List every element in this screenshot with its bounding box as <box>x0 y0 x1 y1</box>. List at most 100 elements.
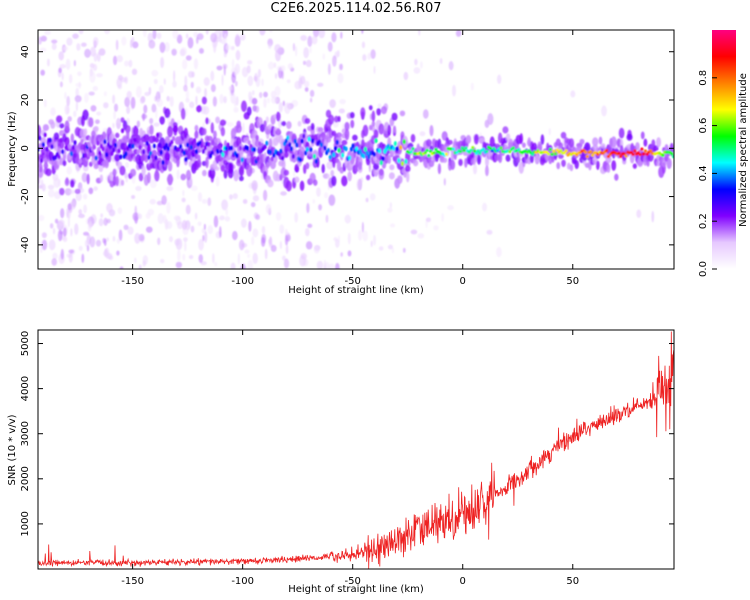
spectrogram-band-blob <box>228 162 233 175</box>
spectrogram-band-blob <box>115 175 119 187</box>
spectrogram-noise-blob <box>327 173 331 180</box>
spectrogram-ridge-blob <box>194 149 199 155</box>
spectrogram-ridge-blob <box>531 152 535 156</box>
spectrogram-ridge-blob <box>284 138 288 144</box>
spectrogram-ridge-blob <box>238 145 243 151</box>
spectrogram-noise-blob <box>322 53 326 60</box>
spectrogram-band-blob <box>86 173 90 185</box>
spectrogram-ridge-blob <box>311 138 315 144</box>
spectrogram-noise-blob <box>207 197 212 207</box>
spectrogram-band-blob <box>505 154 511 162</box>
spectrogram-ridge-blob <box>619 154 623 158</box>
spectrogram-x-ticks: -150 -100 -50 0 50 <box>121 30 579 287</box>
spectrogram-noise-blob <box>338 108 345 114</box>
spectrogram-band-blob <box>209 167 216 180</box>
spectrogram-noise-blob <box>486 229 493 235</box>
spectrogram-ridge-blob <box>649 149 653 153</box>
spectrogram-noise-blob <box>207 225 214 235</box>
spectrogram-ridge-blob <box>101 146 105 152</box>
spectrogram-noise-blob <box>215 36 220 43</box>
spectrogram-noise-blob <box>496 246 502 258</box>
spectrogram-noise-blob <box>65 58 71 70</box>
spectrogram-ridge-blob <box>617 151 621 155</box>
spectrogram-noise-blob <box>270 244 277 253</box>
spectrogram-noise-blob <box>410 229 418 235</box>
spectrogram-ridge-blob <box>272 152 276 158</box>
spectrogram-band-blob <box>64 120 70 131</box>
spectrogram-noise-blob <box>210 84 216 93</box>
spectrogram-noise-blob <box>126 90 132 99</box>
spectrogram-noise-blob <box>113 103 119 112</box>
spectrogram-band-blob <box>266 162 270 169</box>
spectrogram-noise-blob <box>176 34 183 44</box>
spectrogram-noise-blob <box>132 41 139 49</box>
spectrogram-noise-blob <box>103 91 108 97</box>
spectrogram-band-blob <box>114 132 120 139</box>
spectrogram-ridge-blob <box>481 147 486 151</box>
spectrogram-band-blob <box>213 130 217 139</box>
spectrogram-band-blob <box>159 116 165 125</box>
x-tick-label: 0 <box>460 276 466 287</box>
spectrogram-noise-blob <box>172 80 177 88</box>
spectrogram-noise-blob <box>303 80 310 88</box>
x-tick-label: -100 <box>231 576 254 587</box>
spectrogram-ridge-blob <box>117 148 121 154</box>
spectrogram-noise-blob <box>158 85 164 94</box>
spectrogram-band-blob <box>82 109 89 121</box>
spectrogram-noise-blob <box>317 82 324 87</box>
spectrogram-noise-blob <box>305 59 312 68</box>
spectrogram-y-ticks: -40 -20 0 20 40 <box>20 45 674 253</box>
spectrogram-noise-blob <box>278 102 283 113</box>
spectrogram-band-blob <box>48 119 55 125</box>
spectrogram-ridge-blob <box>670 152 674 156</box>
spectrogram-ridge-blob <box>288 142 292 148</box>
spectrogram-noise-blob <box>205 30 209 35</box>
spectrogram-noise-blob <box>378 246 384 251</box>
spectrogram-band-blob <box>267 179 274 188</box>
spectrogram-noise-blob <box>369 193 376 201</box>
spectrogram-ridge-blob <box>235 153 239 159</box>
spectrogram-band-blob <box>556 162 561 170</box>
spectrogram-ridge-blob <box>583 150 588 154</box>
spectrogram-noise-blob <box>184 75 188 88</box>
spectrogram-ridge-blob <box>138 144 142 150</box>
spectrogram-noise-blob <box>190 225 195 233</box>
spectrogram-ridge-blob <box>395 146 399 152</box>
spectrogram-noise-blob <box>185 33 189 39</box>
spectrogram-ridge-blob <box>631 152 635 156</box>
spectrogram-ridge-blob <box>409 150 413 154</box>
spectrogram-band-blob <box>389 164 395 171</box>
spectrogram-noise-blob <box>255 214 261 220</box>
spectrogram-ridge-blob <box>69 151 74 157</box>
spectrogram-ridge-blob <box>312 153 317 159</box>
spectrogram-noise-blob <box>230 262 236 269</box>
spectrogram-noise-blob <box>69 189 76 194</box>
spectrogram-band-blob <box>344 128 350 141</box>
spectrogram-band-blob <box>166 175 174 184</box>
spectrogram-noise-blob <box>73 59 76 67</box>
spectrogram-noise-blob <box>240 218 247 228</box>
spectrogram-noise-blob <box>66 95 71 107</box>
spectrogram-noise-blob <box>103 238 107 247</box>
spectrogram-band-blob <box>99 174 104 183</box>
spectrogram-ridge-blob <box>377 148 382 154</box>
spectrogram-band-blob <box>88 187 94 195</box>
spectrogram-noise-blob <box>279 241 283 250</box>
spectrogram-band-blob <box>285 180 292 192</box>
spectrogram-ridge-blob <box>363 146 368 152</box>
spectrogram-noise-blob <box>340 252 343 257</box>
spectrogram-noise-blob <box>309 97 313 103</box>
spectrogram-ridge-blob <box>171 135 176 141</box>
spectrogram-noise-blob <box>78 209 83 215</box>
spectrogram-noise-blob <box>389 202 392 209</box>
spectrogram-band-blob <box>569 164 574 172</box>
spectrogram-band-blob <box>141 165 146 176</box>
spectrogram-noise-blob <box>83 231 90 236</box>
spectrogram-band-blob <box>185 169 192 181</box>
spectrogram-noise-blob <box>164 41 170 53</box>
spectrogram-band-blob <box>344 121 350 131</box>
spectrogram-band-blob <box>321 163 325 174</box>
spectrogram-ridge-blob <box>381 156 385 162</box>
spectrogram-noise-blob <box>66 208 70 219</box>
spectrogram-band-blob <box>239 164 244 173</box>
